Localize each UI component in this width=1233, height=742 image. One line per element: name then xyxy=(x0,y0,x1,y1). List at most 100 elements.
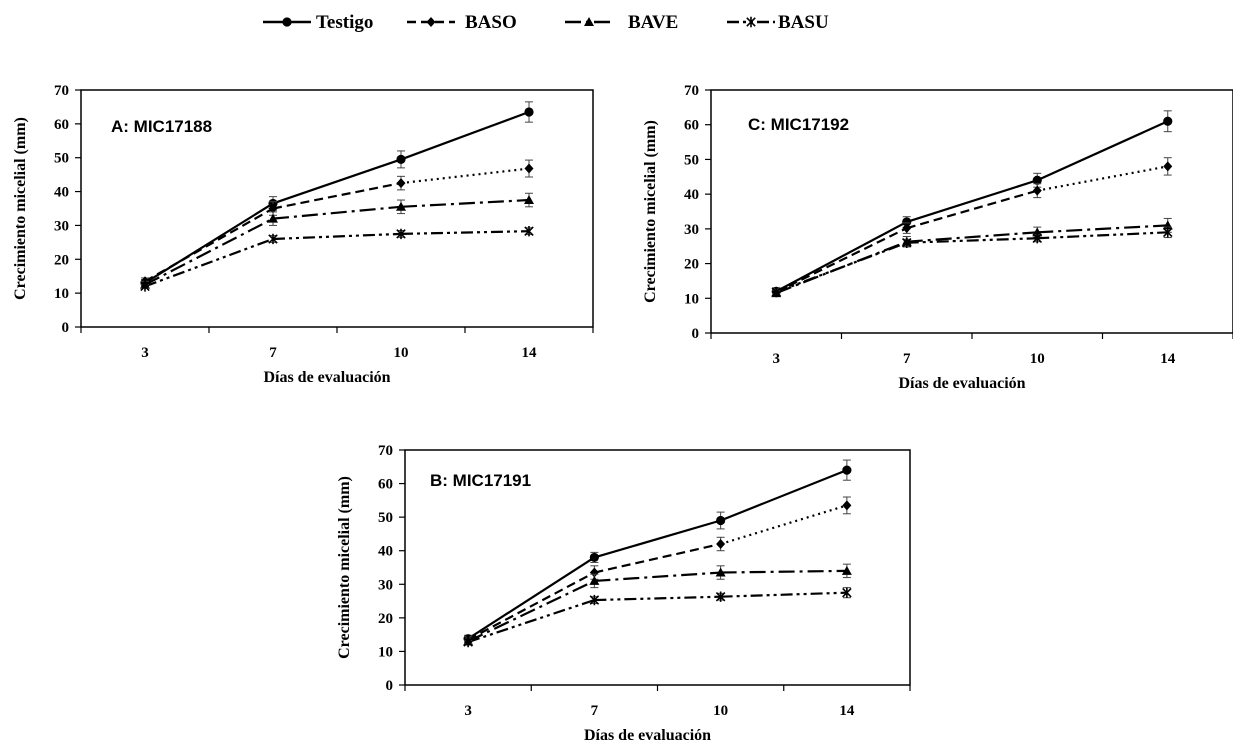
legend-label: BAVE xyxy=(628,12,678,33)
series-testigo xyxy=(771,110,1173,296)
data-point xyxy=(396,201,406,211)
y-tick-label: 40 xyxy=(684,187,699,203)
x-tick-label: 3 xyxy=(464,703,472,719)
y-tick-label: 10 xyxy=(378,644,393,660)
series-line-segment xyxy=(400,198,530,208)
x-tick-label: 10 xyxy=(1030,351,1045,367)
data-point xyxy=(1162,227,1173,238)
series-line-segment xyxy=(906,189,1038,230)
series-bave xyxy=(140,192,534,289)
data-point xyxy=(1163,161,1173,172)
series-line-segment xyxy=(906,231,1038,243)
y-tick-label: 60 xyxy=(378,477,393,493)
data-point xyxy=(524,225,534,237)
data-point xyxy=(524,163,534,174)
series-line-segment xyxy=(720,591,847,598)
data-point xyxy=(524,195,534,205)
chart-panel-1: 0 10 20 30 40 50 60 70 3 7 10 14 Días de evaluación C… xyxy=(12,83,594,386)
y-tick-label: 10 xyxy=(684,291,699,307)
series-line-segment xyxy=(144,217,274,286)
y-tick-label: 70 xyxy=(684,83,699,99)
data-point xyxy=(842,465,852,475)
data-point xyxy=(268,213,278,223)
y-tick-label: 30 xyxy=(378,577,393,593)
y-tick-label: 10 xyxy=(54,286,69,302)
data-point xyxy=(841,565,852,575)
data-point xyxy=(1032,233,1043,244)
data-point xyxy=(715,567,726,577)
series-line-segment xyxy=(467,599,595,644)
series-basu xyxy=(463,587,852,648)
y-tick-label: 20 xyxy=(378,611,393,627)
data-point xyxy=(396,228,406,240)
series-line-segment xyxy=(467,556,595,640)
series-line-segment xyxy=(906,237,1038,244)
x-tick-label: 10 xyxy=(713,703,728,719)
y-tick-label: 30 xyxy=(54,218,69,234)
diamond-marker-icon xyxy=(426,17,436,27)
x-axis-title: Días de evaluación xyxy=(263,369,390,386)
y-tick-label: 40 xyxy=(378,544,393,560)
data-point xyxy=(589,575,600,585)
data-point xyxy=(589,552,599,563)
y-tick-label: 60 xyxy=(684,118,699,134)
y-tick-label: 40 xyxy=(54,185,69,201)
series-line-segment xyxy=(1037,224,1168,234)
x-tick-label: 7 xyxy=(591,703,599,719)
series-baso xyxy=(140,159,534,287)
x-tick-label: 7 xyxy=(903,351,911,367)
y-tick-label: 50 xyxy=(378,510,393,526)
series-line-segment xyxy=(272,182,402,210)
legend-label: Testigo xyxy=(316,12,373,33)
series-line-segment xyxy=(144,202,274,284)
series-line-segment xyxy=(400,230,530,235)
legend-label: BASO xyxy=(465,12,517,33)
y-tick-label: 0 xyxy=(692,326,700,342)
legend: Testigo BASO BAVE BASU xyxy=(263,12,829,33)
y-axis-title: Crecimiento micelial (mm) xyxy=(642,120,659,303)
series-line-segment xyxy=(400,167,530,185)
legend-label: BASU xyxy=(778,12,829,33)
legend-item-baso: BASO xyxy=(407,12,517,33)
data-point xyxy=(268,233,278,245)
series-basu xyxy=(771,226,1173,298)
y-tick-label: 0 xyxy=(62,320,70,336)
series-line-segment xyxy=(594,595,721,602)
data-point xyxy=(1163,116,1173,126)
data-point xyxy=(589,567,599,578)
legend-item-basu: BASU xyxy=(727,12,829,33)
x-tick-label: 7 xyxy=(269,345,277,361)
series-line-segment xyxy=(594,542,721,574)
data-point xyxy=(524,107,534,117)
data-point xyxy=(463,636,473,648)
series-line-segment xyxy=(467,571,595,641)
panel-title: B: MIC17191 xyxy=(430,471,531,490)
asterisk-marker-icon xyxy=(746,16,756,28)
data-point xyxy=(1032,175,1042,185)
data-point xyxy=(901,237,912,248)
x-tick-label: 14 xyxy=(839,703,855,719)
data-point xyxy=(842,587,852,598)
data-point xyxy=(268,203,278,214)
series-line-segment xyxy=(1037,231,1168,240)
data-point xyxy=(589,594,600,606)
data-point xyxy=(842,500,852,511)
series-line-segment xyxy=(400,110,530,161)
y-tick-label: 30 xyxy=(684,222,699,238)
series-line-segment xyxy=(144,207,274,283)
y-tick-label: 50 xyxy=(684,152,699,168)
data-point xyxy=(396,178,406,189)
series-line-segment xyxy=(720,469,848,522)
x-tick-label: 3 xyxy=(773,351,781,367)
series-line-segment xyxy=(594,519,721,559)
y-axis-title: Crecimiento micelial (mm) xyxy=(336,476,353,659)
y-tick-label: 20 xyxy=(54,252,69,268)
circle-marker-icon xyxy=(282,17,292,27)
y-tick-label: 20 xyxy=(684,257,699,273)
data-point xyxy=(902,223,912,234)
series-bave xyxy=(771,217,1173,298)
x-tick-label: 3 xyxy=(141,345,149,361)
series-line-segment xyxy=(144,237,274,288)
series-line-segment xyxy=(720,504,848,546)
